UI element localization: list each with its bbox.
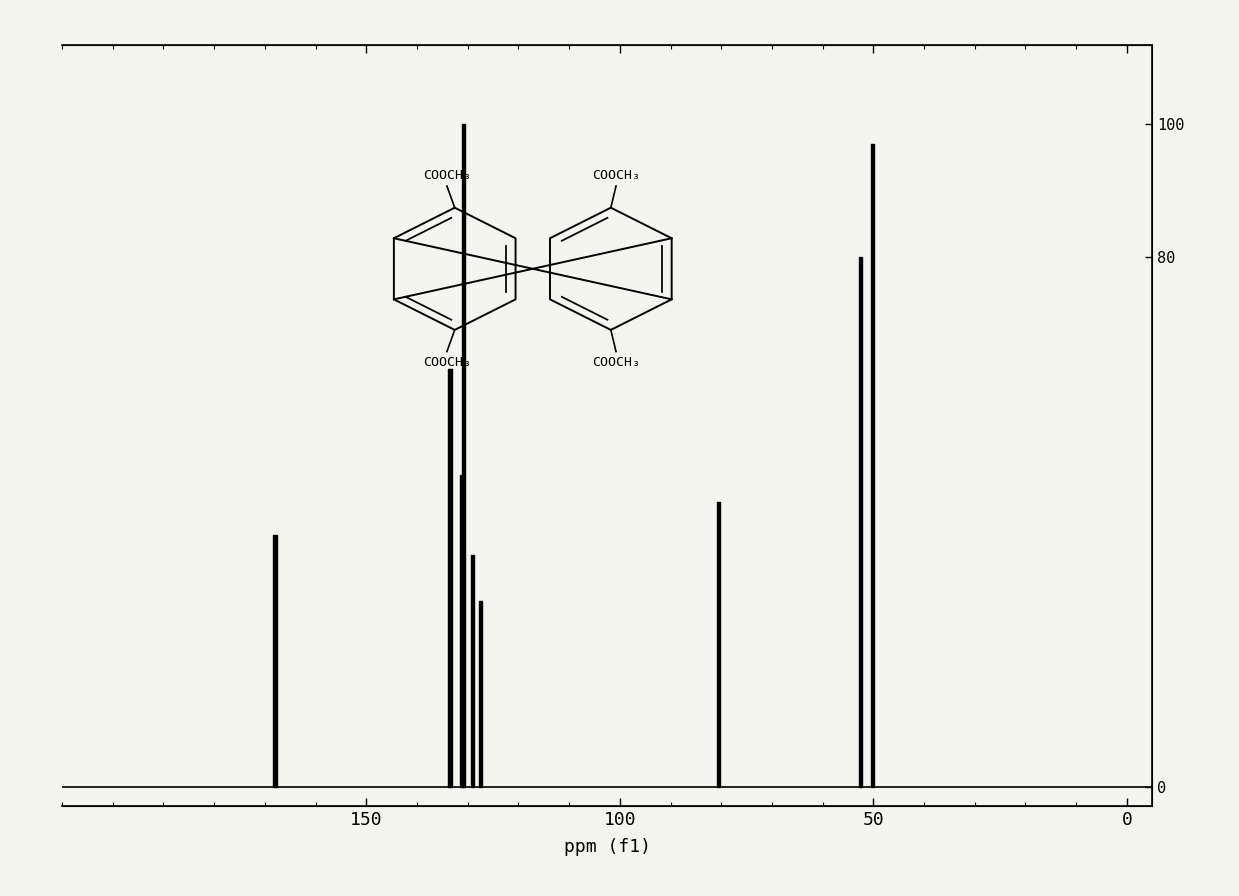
Text: COOCH₃: COOCH₃ xyxy=(592,169,641,182)
Text: COOCH₃: COOCH₃ xyxy=(592,356,641,368)
X-axis label: ppm (f1): ppm (f1) xyxy=(564,838,650,856)
Text: COOCH₃: COOCH₃ xyxy=(422,169,471,182)
Text: COOCH₃: COOCH₃ xyxy=(422,356,471,368)
